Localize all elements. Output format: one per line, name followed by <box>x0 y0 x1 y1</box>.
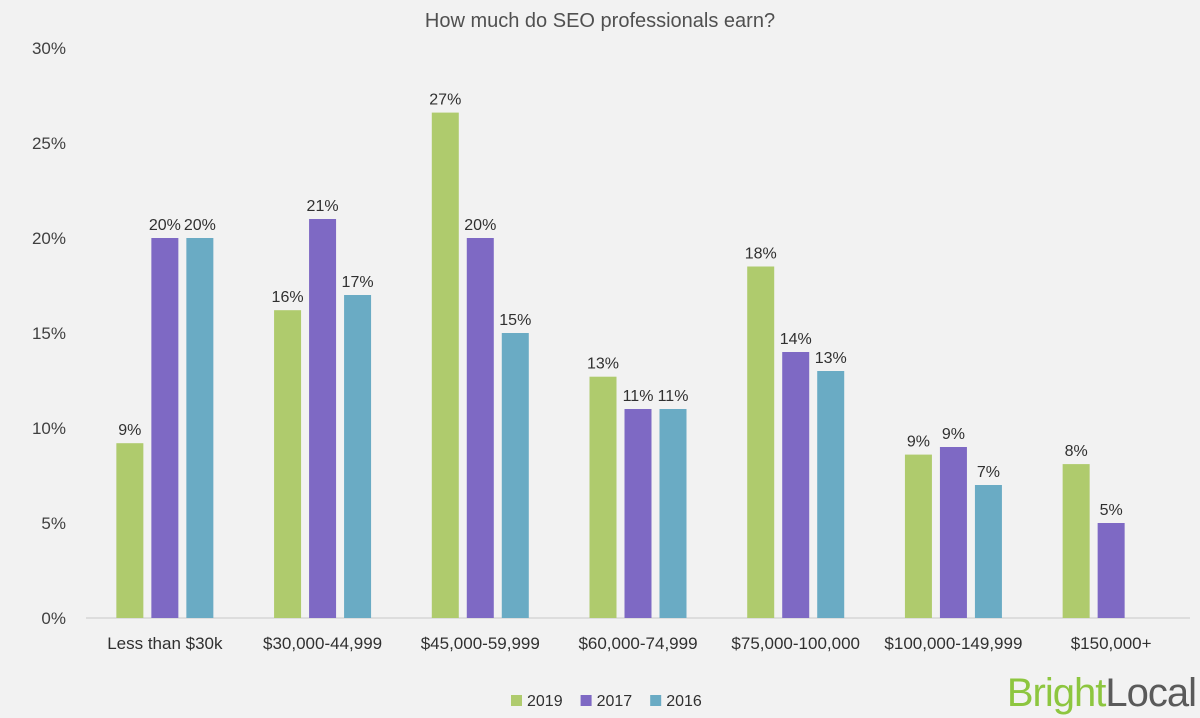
legend-swatch-2016 <box>650 695 662 706</box>
svg-text:BrightLocal: BrightLocal <box>1007 671 1196 715</box>
bars <box>116 112 1125 618</box>
bar-2019 <box>116 443 144 618</box>
data-label: 17% <box>342 274 374 291</box>
data-label: 20% <box>184 217 216 234</box>
data-label: 16% <box>272 289 304 306</box>
brightlocal-logo: BrightLocal <box>1007 671 1197 715</box>
x-tick-label: $100,000-149,999 <box>884 634 1022 653</box>
y-tick-label: 25% <box>32 134 66 153</box>
data-label: 9% <box>942 426 965 443</box>
data-labels: 9%20% 20%16%21%17%27%20%15%13%11% 11%18%14… <box>118 92 1122 519</box>
bar-2019 <box>589 376 617 618</box>
data-label: 11% <box>623 388 654 405</box>
y-tick-label: 0% <box>41 609 66 628</box>
data-label: 21% <box>307 198 339 215</box>
x-tick-label: Less than $30k <box>107 634 223 653</box>
data-label: 18% <box>745 246 777 263</box>
y-tick-label: 20% <box>32 229 66 248</box>
bar-2019 <box>431 112 459 618</box>
bar-2019 <box>904 454 932 618</box>
bar-2017 <box>939 447 967 618</box>
bar-2017 <box>151 238 179 618</box>
data-label: 8% <box>1065 443 1088 460</box>
bar-2016 <box>186 238 214 618</box>
bar-2016 <box>344 295 372 618</box>
data-label: 9% <box>118 422 141 439</box>
y-tick-label: 30% <box>32 39 66 58</box>
y-tick-label: 15% <box>32 324 66 343</box>
data-label: 20% <box>149 217 181 234</box>
data-label: 9% <box>907 434 930 451</box>
data-label: 15% <box>499 312 531 329</box>
bar-2017 <box>309 219 337 618</box>
legend-label-2019: 2019 <box>527 693 563 710</box>
data-label: 13% <box>587 356 619 373</box>
legend-swatch-2019 <box>511 695 522 706</box>
bar-2017 <box>624 409 652 618</box>
x-tick-label: $60,000-74,999 <box>578 634 697 653</box>
bar-2017 <box>466 238 494 618</box>
data-label: 27% <box>429 92 461 109</box>
y-axis: 0% 5% 10% 15% 20% 25% 30% <box>32 39 66 628</box>
x-tick-label: $75,000-100,000 <box>731 634 860 653</box>
y-tick-label: 10% <box>32 419 66 438</box>
logo-bright: Bright <box>1007 671 1106 715</box>
bar-2016 <box>817 371 845 618</box>
bar-2019 <box>274 310 302 618</box>
x-tick-label: $45,000-59,999 <box>421 634 540 653</box>
legend-label-2016: 2016 <box>666 693 702 710</box>
data-label: 7% <box>977 464 1000 481</box>
bar-2017 <box>782 352 810 618</box>
bar-2016 <box>501 333 529 618</box>
legend-swatch-2017 <box>580 695 592 706</box>
legend-label-2017: 2017 <box>597 693 633 710</box>
data-label: 13% <box>815 350 847 367</box>
x-tick-label: $30,000-44,999 <box>263 634 382 653</box>
data-label: 11% <box>658 388 689 405</box>
x-axis: Less than $30k $30,000-44,999 $45,000-59,9… <box>107 634 1151 653</box>
bar-2016 <box>659 409 687 618</box>
y-tick-label: 5% <box>41 514 66 533</box>
bar-2017 <box>1097 523 1125 618</box>
bar-2019 <box>747 266 775 618</box>
data-label: 20% <box>464 217 496 234</box>
data-label: 5% <box>1100 502 1123 519</box>
legend: 2019 2017 2016 <box>511 693 702 710</box>
x-tick-label: $150,000+ <box>1071 634 1152 653</box>
logo-local: Local <box>1105 671 1196 715</box>
data-label: 14% <box>780 331 812 348</box>
bar-2019 <box>1062 464 1090 618</box>
bar-2016 <box>974 485 1002 618</box>
chart-title: How much do SEO professionals earn? <box>425 10 775 32</box>
